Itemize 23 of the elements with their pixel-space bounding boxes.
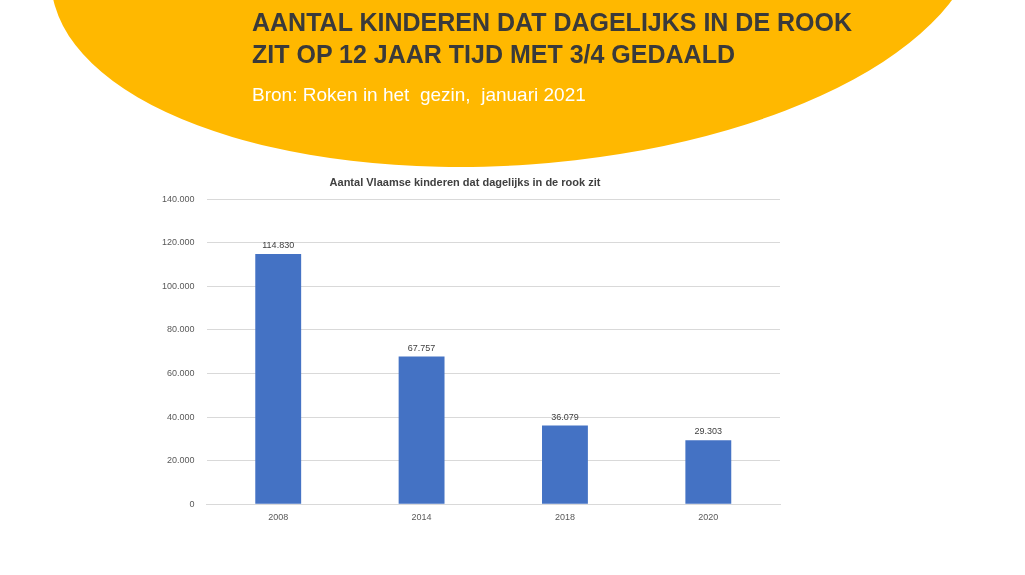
y-tick-label: 40.000 [167, 411, 195, 422]
y-tick-label: 100.000 [161, 280, 195, 291]
y-tick-label: 0 [189, 498, 195, 509]
chart-title: AANTAL KINDEREN DAT DAGELIJKS IN DE ROOK ZIT OP 12 JAAR TIJD MET 3/4 GEDAALD [252, 7, 854, 70]
y-tick-label: 140.000 [161, 193, 195, 204]
x-tick-label: 2014 [411, 512, 432, 523]
bar [542, 425, 588, 504]
data-label: 36.079 [551, 411, 579, 422]
x-tick-label: 2008 [268, 512, 289, 523]
bar [685, 440, 732, 504]
y-tick-label: 120.000 [161, 237, 195, 248]
y-tick-label: 60.000 [167, 367, 195, 378]
x-tick-label: 2018 [554, 512, 575, 523]
data-label: 114.830 [262, 240, 295, 251]
y-tick-label: 20.000 [167, 455, 195, 466]
bar [255, 254, 302, 504]
text: Bron: Roken in het gezin, januari 2021 [252, 84, 586, 106]
chart-subtitle: Aantal Vlaamse kinderen dat dagelijks in de rook zit [329, 175, 601, 188]
y-tick-label: 80.000 [167, 324, 195, 335]
x-tick-label: 2020 [698, 512, 719, 523]
data-label: 67.757 [407, 342, 436, 353]
bar [398, 356, 445, 504]
data-label: 29.303 [694, 426, 723, 437]
